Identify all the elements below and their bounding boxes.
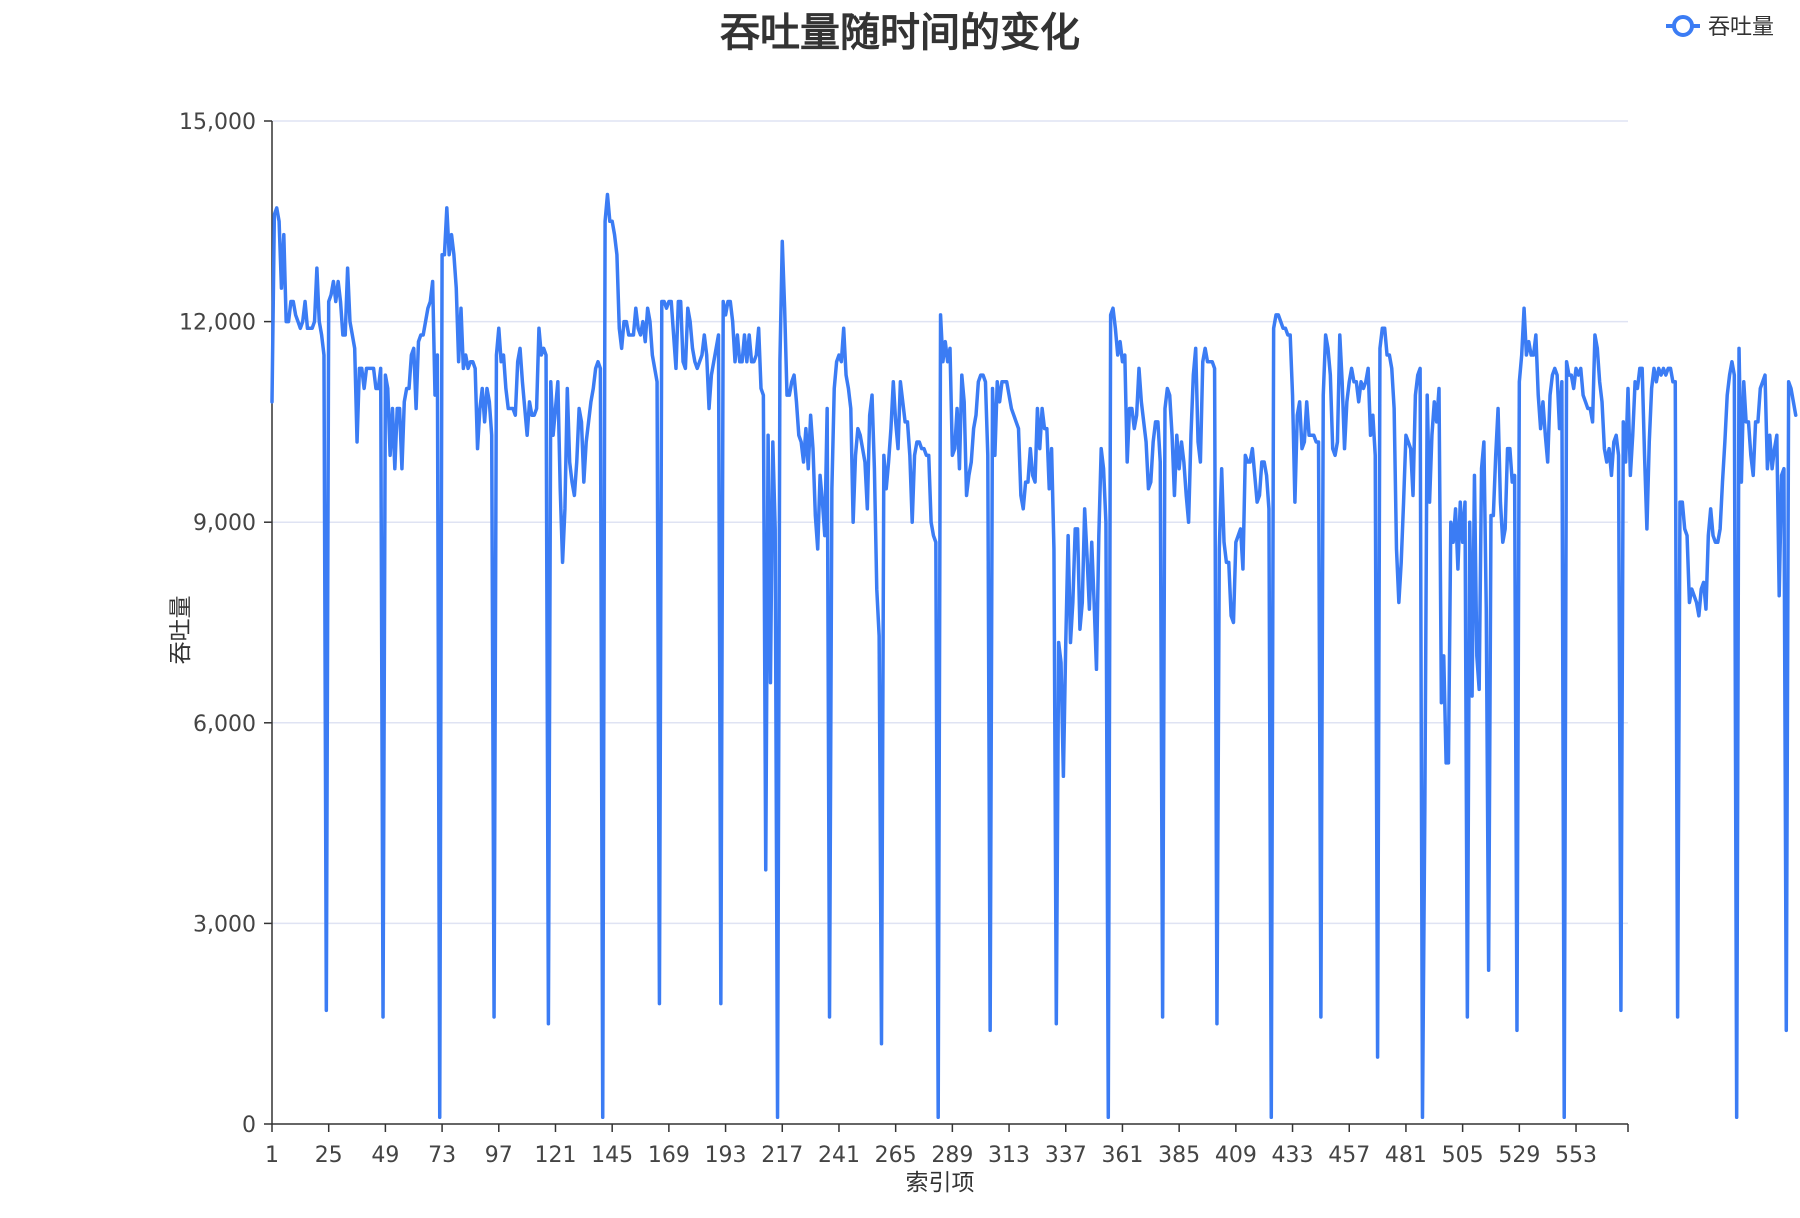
x-tick-label: 73 bbox=[428, 1143, 456, 1168]
x-tick-label: 1 bbox=[265, 1143, 279, 1168]
x-tick-label: 241 bbox=[818, 1143, 860, 1168]
x-tick-label: 193 bbox=[705, 1143, 747, 1168]
series-group bbox=[270, 192, 1798, 1120]
y-axis-ticks: 0 3,000 6,000 9,000 12,000 15,000 bbox=[179, 110, 272, 1138]
x-tick-label: 529 bbox=[1498, 1143, 1540, 1168]
x-axis-label: 索引项 bbox=[906, 1170, 975, 1196]
legend-marker-icon bbox=[1672, 15, 1694, 37]
y-tick-label: 0 bbox=[242, 1113, 256, 1138]
y-tick-label: 3,000 bbox=[193, 912, 256, 937]
x-tick-label: 505 bbox=[1442, 1143, 1484, 1168]
y-tick-label: 9,000 bbox=[193, 511, 256, 536]
x-tick-label: 409 bbox=[1215, 1143, 1257, 1168]
x-tick-label: 169 bbox=[648, 1143, 690, 1168]
x-tick-label: 145 bbox=[591, 1143, 633, 1168]
x-tick-label: 25 bbox=[315, 1143, 343, 1168]
legend-label: 吞吐量 bbox=[1708, 15, 1774, 40]
x-tick-label: 457 bbox=[1328, 1143, 1370, 1168]
y-tick-label: 15,000 bbox=[179, 110, 256, 135]
chart-title: 吞吐量随时间的变化 bbox=[720, 10, 1080, 56]
y-axis-label: 吞吐量 bbox=[168, 596, 194, 665]
x-axis-ticks: 1 25 49 73 97 121 145 169 193 217 241 265 289 313 337 3… bbox=[265, 1124, 1629, 1168]
x-tick-label: 217 bbox=[761, 1143, 803, 1168]
x-tick-label: 553 bbox=[1555, 1143, 1597, 1168]
y-tick-label: 12,000 bbox=[179, 311, 256, 336]
x-tick-label: 433 bbox=[1272, 1143, 1314, 1168]
y-tick-label: 6,000 bbox=[193, 712, 256, 737]
x-tick-label: 121 bbox=[534, 1143, 576, 1168]
x-tick-label: 313 bbox=[988, 1143, 1030, 1168]
x-tick-label: 49 bbox=[371, 1143, 399, 1168]
x-tick-label: 337 bbox=[1045, 1143, 1087, 1168]
x-tick-label: 385 bbox=[1158, 1143, 1200, 1168]
x-tick-label: 265 bbox=[875, 1143, 917, 1168]
x-tick-label: 361 bbox=[1101, 1143, 1143, 1168]
x-tick-label: 97 bbox=[485, 1143, 513, 1168]
legend[interactable]: 吞吐量 bbox=[1666, 15, 1774, 40]
x-tick-label: 289 bbox=[931, 1143, 973, 1168]
x-tick-label: 481 bbox=[1385, 1143, 1427, 1168]
series-line-throughput[interactable] bbox=[270, 192, 1798, 1120]
